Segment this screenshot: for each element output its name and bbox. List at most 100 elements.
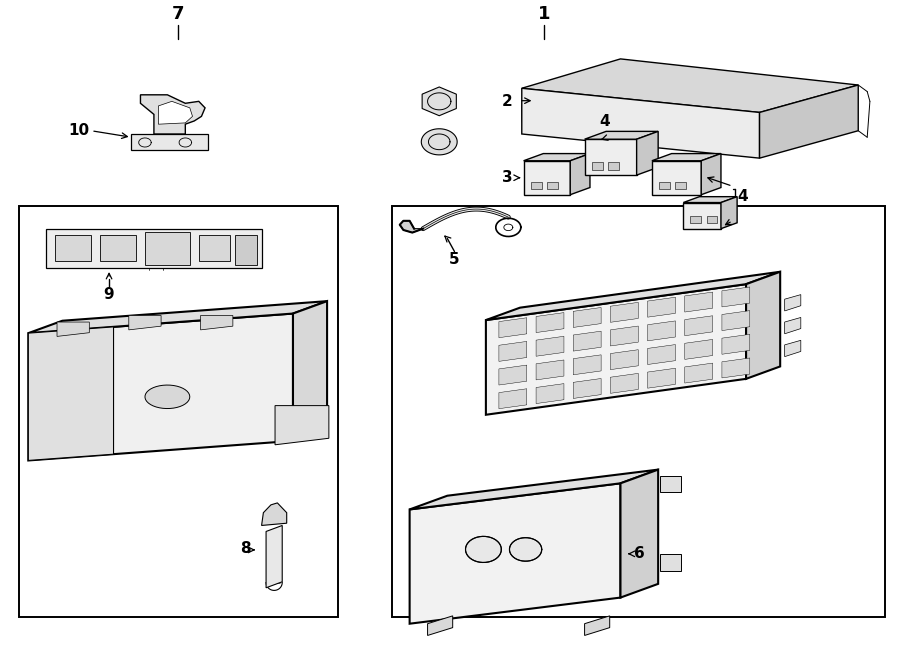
- Polygon shape: [422, 87, 456, 116]
- Polygon shape: [235, 235, 257, 264]
- Polygon shape: [421, 129, 457, 155]
- Polygon shape: [760, 85, 859, 158]
- Polygon shape: [57, 322, 89, 336]
- Polygon shape: [266, 525, 283, 588]
- Polygon shape: [685, 292, 713, 312]
- Polygon shape: [522, 59, 859, 112]
- Text: 4: 4: [737, 188, 748, 204]
- Polygon shape: [140, 95, 205, 134]
- Polygon shape: [585, 139, 636, 175]
- Polygon shape: [293, 301, 327, 441]
- Polygon shape: [620, 469, 658, 598]
- Polygon shape: [610, 350, 638, 369]
- Polygon shape: [610, 302, 638, 323]
- Polygon shape: [785, 340, 801, 357]
- Bar: [392, 206, 886, 617]
- Polygon shape: [145, 385, 190, 408]
- Polygon shape: [706, 215, 717, 223]
- Polygon shape: [199, 235, 230, 261]
- Polygon shape: [573, 355, 601, 375]
- Polygon shape: [636, 132, 658, 175]
- Polygon shape: [129, 315, 161, 330]
- Polygon shape: [683, 202, 721, 229]
- Polygon shape: [785, 317, 801, 334]
- Polygon shape: [28, 301, 327, 333]
- Polygon shape: [275, 406, 328, 445]
- Polygon shape: [585, 616, 609, 635]
- Polygon shape: [145, 232, 190, 264]
- Polygon shape: [486, 272, 780, 320]
- Text: 5: 5: [449, 252, 460, 266]
- Polygon shape: [55, 235, 91, 261]
- Polygon shape: [659, 182, 670, 190]
- Polygon shape: [690, 215, 701, 223]
- Text: 10: 10: [68, 123, 89, 138]
- Polygon shape: [28, 327, 113, 461]
- Polygon shape: [685, 363, 713, 383]
- Polygon shape: [610, 373, 638, 393]
- Polygon shape: [685, 340, 713, 360]
- Polygon shape: [648, 321, 676, 341]
- Polygon shape: [785, 295, 801, 311]
- Text: 9: 9: [104, 288, 114, 303]
- Polygon shape: [675, 182, 686, 190]
- Polygon shape: [524, 161, 571, 195]
- Polygon shape: [46, 229, 262, 268]
- Polygon shape: [536, 383, 564, 404]
- Text: 4: 4: [599, 114, 609, 130]
- Polygon shape: [522, 89, 760, 158]
- Text: 7: 7: [172, 5, 184, 23]
- Polygon shape: [531, 182, 542, 190]
- Polygon shape: [201, 315, 233, 330]
- Bar: [19, 206, 337, 617]
- Polygon shape: [746, 272, 780, 379]
- Text: 3: 3: [502, 171, 513, 185]
- Polygon shape: [499, 342, 526, 362]
- Polygon shape: [610, 326, 638, 346]
- Polygon shape: [509, 537, 542, 561]
- Polygon shape: [722, 334, 750, 354]
- Text: 8: 8: [240, 541, 251, 556]
- Polygon shape: [262, 503, 287, 525]
- Polygon shape: [499, 318, 526, 338]
- Polygon shape: [722, 311, 750, 330]
- Polygon shape: [428, 616, 453, 635]
- Polygon shape: [536, 360, 564, 380]
- Text: 1: 1: [538, 5, 551, 23]
- Polygon shape: [660, 476, 680, 492]
- Polygon shape: [721, 197, 737, 229]
- Polygon shape: [28, 313, 293, 461]
- Polygon shape: [592, 162, 602, 170]
- Polygon shape: [400, 221, 423, 233]
- Polygon shape: [465, 536, 501, 563]
- Polygon shape: [573, 307, 601, 327]
- Polygon shape: [536, 313, 564, 332]
- Polygon shape: [410, 469, 658, 510]
- Polygon shape: [100, 235, 136, 261]
- Polygon shape: [131, 134, 208, 150]
- Text: 2: 2: [502, 94, 513, 109]
- Polygon shape: [652, 153, 721, 161]
- Polygon shape: [648, 344, 676, 364]
- Polygon shape: [158, 101, 193, 124]
- Polygon shape: [499, 365, 526, 385]
- Polygon shape: [722, 287, 750, 307]
- Polygon shape: [410, 483, 620, 624]
- Polygon shape: [608, 162, 618, 170]
- Polygon shape: [660, 555, 680, 571]
- Polygon shape: [524, 153, 590, 161]
- Polygon shape: [701, 153, 721, 195]
- Polygon shape: [499, 389, 526, 408]
- Polygon shape: [571, 153, 590, 195]
- Polygon shape: [547, 182, 558, 190]
- Text: 6: 6: [634, 547, 644, 561]
- Polygon shape: [722, 358, 750, 378]
- Polygon shape: [648, 297, 676, 317]
- Polygon shape: [573, 331, 601, 351]
- Polygon shape: [683, 197, 737, 202]
- Polygon shape: [585, 132, 658, 139]
- Polygon shape: [486, 284, 746, 414]
- Polygon shape: [648, 368, 676, 388]
- Polygon shape: [536, 336, 564, 356]
- Polygon shape: [652, 161, 701, 195]
